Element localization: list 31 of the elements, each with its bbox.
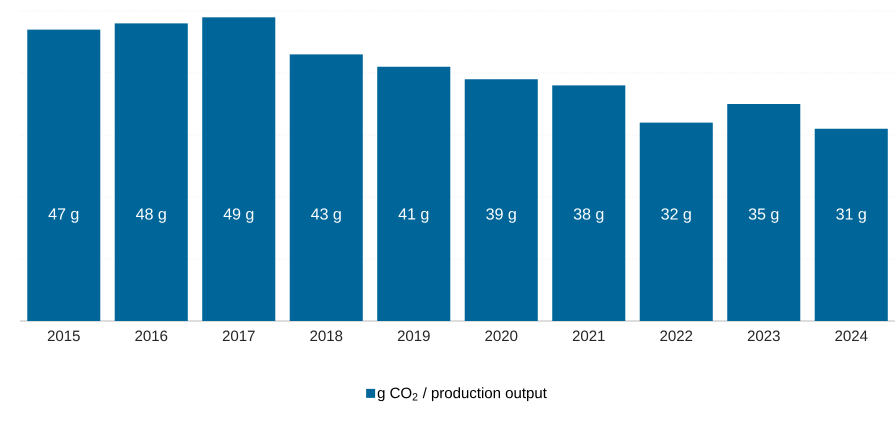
bar bbox=[814, 128, 888, 321]
x-tick-label: 2023 bbox=[748, 330, 780, 342]
data-label: 47 g bbox=[48, 208, 78, 223]
data-label: 39 g bbox=[486, 208, 516, 223]
bar bbox=[377, 66, 450, 321]
data-label: 48 g bbox=[136, 208, 166, 223]
legend-label: g CO$_{2}$ / production output bbox=[378, 387, 547, 402]
data-label: 31 g bbox=[836, 208, 866, 223]
x-tick-label: 2020 bbox=[485, 330, 518, 342]
x-tick-label: 2021 bbox=[572, 330, 605, 342]
x-tick-label: 2015 bbox=[48, 330, 80, 342]
data-label: 32 g bbox=[661, 208, 691, 223]
data-label: 49 g bbox=[224, 208, 254, 223]
bar bbox=[640, 122, 713, 321]
x-tick-label: 2017 bbox=[222, 330, 255, 342]
data-label: 41 g bbox=[398, 208, 428, 223]
data-label: 35 g bbox=[748, 208, 778, 223]
bar bbox=[727, 104, 800, 321]
bar bbox=[464, 79, 538, 321]
x-tick-label: 2016 bbox=[135, 330, 168, 342]
bar bbox=[202, 17, 276, 321]
bar bbox=[552, 85, 626, 321]
x-tick-label: 2024 bbox=[835, 330, 868, 342]
data-label: 43 g bbox=[311, 208, 341, 223]
bar bbox=[290, 54, 363, 321]
data-label: 38 g bbox=[574, 208, 604, 223]
bar bbox=[27, 30, 100, 321]
x-tick-label: 2022 bbox=[660, 330, 692, 342]
x-tick-label: 2019 bbox=[398, 330, 430, 342]
x-tick-label: 2018 bbox=[310, 330, 342, 342]
bar bbox=[114, 23, 188, 321]
